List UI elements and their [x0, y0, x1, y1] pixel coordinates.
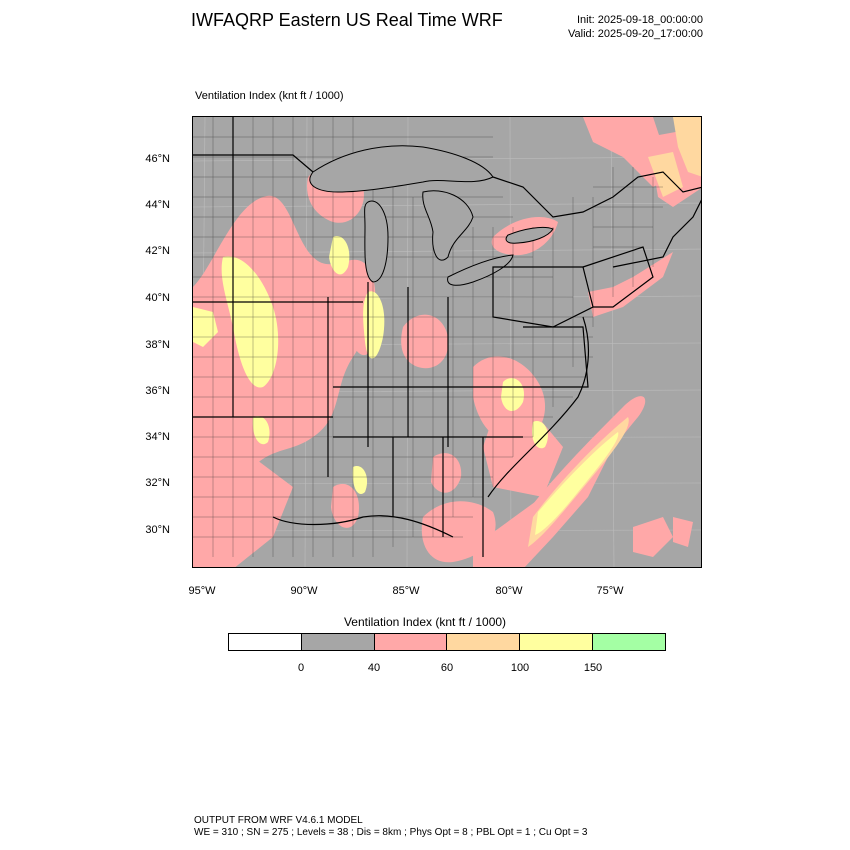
- state-boundaries: [193, 117, 701, 557]
- lat-label-40: 40°N: [145, 292, 170, 304]
- legend-tick-60: 60: [440, 662, 454, 674]
- lake-ontario: [505, 226, 554, 244]
- map-field-label: Ventilation Index (knt ft / 1000): [195, 90, 344, 102]
- legend-swatch-3: [374, 634, 448, 650]
- footer-line-2: WE = 310 ; SN = 275 ; Levels = 38 ; Dis …: [194, 827, 588, 838]
- valid-time: Valid: 2025-09-20_17:00:00: [568, 28, 703, 40]
- lon-label-95: 95°W: [188, 585, 216, 597]
- map-svg: [193, 117, 701, 567]
- lon-label-90: 90°W: [290, 585, 318, 597]
- lake-michigan: [364, 200, 389, 283]
- model-footer: OUTPUT FROM WRF V4.6.1 MODEL WE = 310 ; …: [194, 815, 587, 839]
- legend-tick-150: 150: [583, 662, 603, 674]
- lake-huron: [422, 190, 474, 261]
- legend-title: Ventilation Index (knt ft / 1000): [343, 615, 507, 629]
- lat-label-46: 46°N: [145, 153, 170, 165]
- init-valid-block: Init: 2025-09-18_00:00:00 Valid: 2025-09…: [568, 13, 703, 41]
- lat-label-34: 34°N: [145, 431, 170, 443]
- lat-label-30: 30°N: [145, 524, 170, 536]
- footer-line-1: OUTPUT FROM WRF V4.6.1 MODEL: [194, 815, 363, 826]
- init-time: Init: 2025-09-18_00:00:00: [577, 14, 703, 26]
- legend-tick-0: 0: [297, 662, 305, 674]
- lat-label-38: 38°N: [145, 339, 170, 351]
- lat-label-42: 42°N: [145, 245, 170, 257]
- lat-label-44: 44°N: [145, 199, 170, 211]
- legend-tick-40: 40: [367, 662, 381, 674]
- lon-label-80: 80°W: [495, 585, 523, 597]
- lake-superior: [309, 145, 494, 193]
- plot-title: IWFAQRP Eastern US Real Time WRF: [191, 10, 503, 30]
- map-panel[interactable]: [192, 116, 702, 568]
- lake-erie: [447, 254, 514, 286]
- legend-swatch-4: [447, 634, 521, 650]
- lat-label-32: 32°N: [145, 477, 170, 489]
- legend-swatch-2: [301, 634, 375, 650]
- water-bodies: [309, 145, 554, 286]
- legend-swatch-6: [593, 634, 665, 650]
- lat-label-36: 36°N: [145, 385, 170, 397]
- lon-label-75: 75°W: [596, 585, 624, 597]
- lon-label-85: 85°W: [392, 585, 420, 597]
- legend-tick-100: 100: [510, 662, 530, 674]
- colorbar: [228, 633, 666, 651]
- legend-swatch-1: [229, 634, 302, 650]
- legend-swatch-5: [520, 634, 594, 650]
